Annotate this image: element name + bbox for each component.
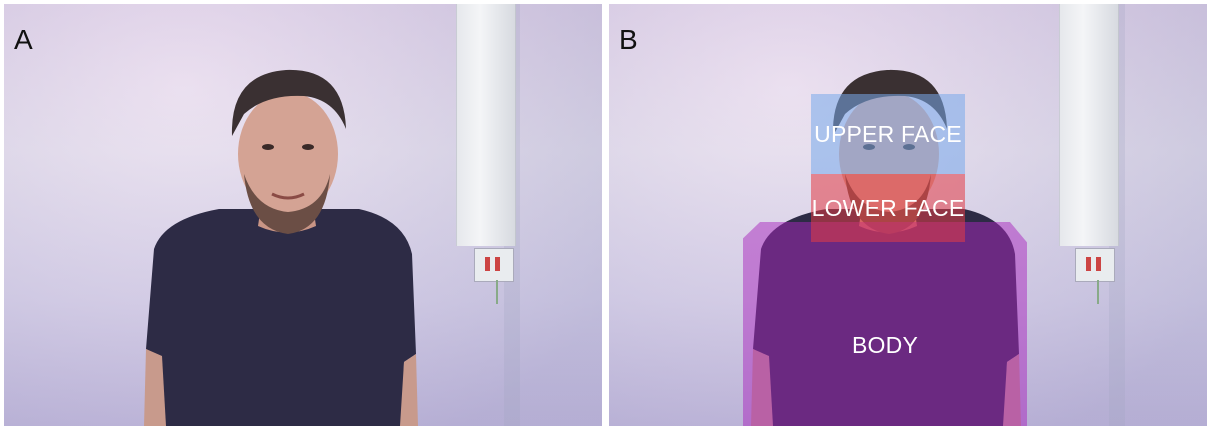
socket-cable	[496, 280, 498, 304]
lower-face-region-overlay: LOWER FACE	[811, 174, 965, 242]
panel-label-b: B	[619, 24, 638, 55]
wall-pipe	[1059, 4, 1119, 246]
body-region-overlay: BODY	[743, 222, 1027, 426]
body-region-label: BODY	[852, 332, 918, 358]
lower-face-region-label: LOWER FACE	[811, 194, 965, 221]
wall-pipe	[456, 4, 516, 246]
upper-face-region-label: UPPER FACE	[814, 120, 962, 147]
photo-panel-a: A	[4, 4, 602, 426]
wall-socket	[474, 248, 514, 282]
panel-label-a: A	[14, 24, 33, 55]
socket-cable	[1097, 280, 1099, 304]
photo-panel-b: BODY UPPER FACE LOWER FACE B	[609, 4, 1207, 426]
upper-face-region-overlay: UPPER FACE	[811, 94, 965, 174]
wall-socket	[1075, 248, 1115, 282]
